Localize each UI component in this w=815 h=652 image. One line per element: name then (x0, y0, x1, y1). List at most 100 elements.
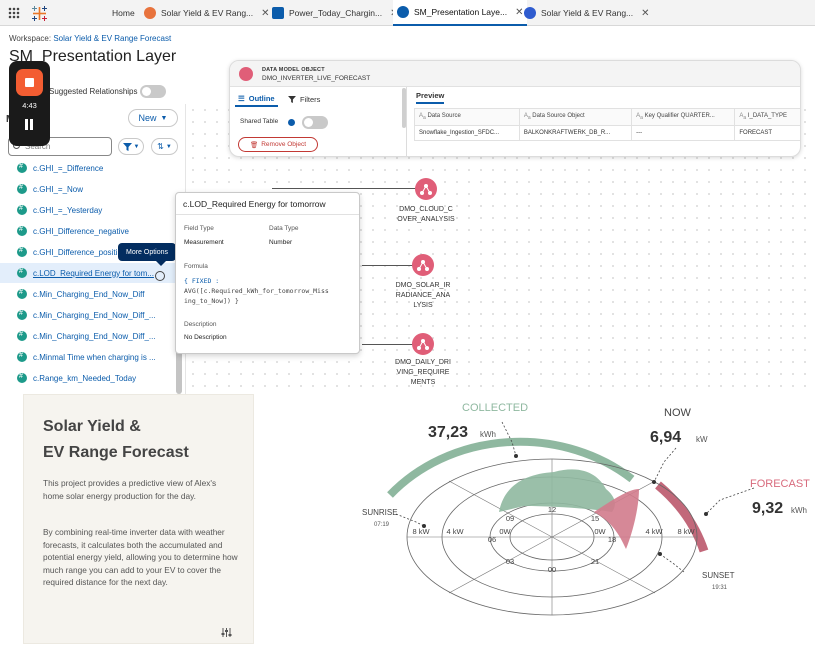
field-item[interactable]: c.Min_Charging_End_Now_Diff_... (0, 326, 176, 346)
tab-solar-yield-1[interactable]: Solar Yield & EV Rang... ✕ (144, 0, 270, 26)
dmo-node-icon[interactable] (412, 333, 434, 355)
trash-icon: 🗑 (249, 141, 259, 149)
pause-icon[interactable] (24, 119, 35, 130)
dmo-node-label[interactable]: DMO_CLOUD_C OVER_ANALYSIS (397, 206, 455, 223)
table-row: Snowflake_Ingestion_SFDC... BALKONKRAFTW… (414, 125, 800, 141)
intro-paragraph: This project provides a predictive view … (43, 478, 217, 501)
ring-label: 8 kW (677, 527, 695, 536)
filter-icon (122, 142, 132, 151)
collected-unit: kWh (480, 430, 496, 439)
preview-table: Aa Data Source Aa Data Source Object Aa … (414, 108, 800, 141)
list-icon: ☰ (238, 93, 245, 103)
tab-power-today[interactable]: Power_Today_Chargin... ✕ (272, 0, 398, 26)
field-item[interactable]: c.Minmal Time when charging is ... (0, 347, 176, 367)
sunrise-time: 07:19 (374, 522, 390, 528)
tab-preview[interactable]: Preview (416, 91, 445, 104)
number-field-icon (17, 310, 27, 320)
number-field-icon (17, 373, 27, 383)
close-icon[interactable]: ✕ (261, 7, 270, 19)
number-field-icon (17, 352, 27, 362)
field-options-gear-icon[interactable] (155, 271, 165, 281)
field-item[interactable]: c.GHI_=_Yesterday (0, 200, 176, 220)
dmo-detail-card: DATA MODEL OBJECT DMO_INVERTER_LIVE_FORE… (229, 60, 801, 157)
description-value: No Description (184, 334, 227, 341)
field-item[interactable]: c.GHI_Difference_positi... (0, 242, 176, 262)
tab-filters[interactable]: Filters (288, 91, 320, 107)
dmo-node-label[interactable]: DMO_DAILY_DRI VING_REQUIRE MENTS (395, 359, 451, 386)
semantic-model-icon (397, 6, 409, 18)
number-field-icon (17, 331, 27, 341)
settings-sliders-icon[interactable] (221, 627, 232, 638)
field-item-selected[interactable]: c.LOD_Required Energy for tom... (0, 263, 176, 283)
suggested-relationships-toggle[interactable] (140, 85, 166, 98)
tab-outline[interactable]: ☰ Outline (235, 91, 278, 107)
field-item[interactable]: c.GHI_=_Now (0, 179, 176, 199)
column-header[interactable]: Aa Key Qualifier QUARTER... (631, 108, 736, 126)
close-icon[interactable]: ✕ (515, 6, 524, 18)
stop-recording-button[interactable] (16, 69, 43, 96)
app-launcher-icon[interactable] (8, 7, 20, 19)
description-label: Description (184, 321, 217, 328)
relationship-line[interactable] (362, 344, 414, 345)
collected-area (499, 469, 615, 512)
sort-button[interactable]: ⇅ ▼ (151, 138, 178, 155)
popover-title: c.LOD_Required Energy for tomorrow (176, 193, 359, 215)
screen-recorder-widget: 4:43 (9, 61, 50, 146)
formula-label: Formula (184, 263, 208, 270)
field-item[interactable]: c.GHI_=_Difference (0, 158, 176, 178)
number-field-icon (17, 163, 27, 173)
field-item[interactable]: c.Min_Charging_End_Now_Diff (0, 284, 176, 304)
field-item[interactable]: c.Min_Charging_End_Now_Diff_... (0, 305, 176, 325)
hour-label: 00 (548, 565, 556, 574)
remove-object-button[interactable]: 🗑 Remove Object (238, 137, 318, 152)
new-button[interactable]: New ▼ (128, 109, 178, 127)
filter-button[interactable]: ▼ (118, 138, 144, 155)
collected-label: COLLECTED (462, 402, 528, 414)
filter-icon (288, 95, 296, 103)
tab-label: SM_Presentation Laye... (414, 7, 508, 17)
dmo-node-icon[interactable] (412, 254, 434, 276)
close-icon[interactable]: ✕ (641, 7, 650, 19)
hour-label: 09 (506, 514, 514, 523)
number-field-icon (17, 268, 27, 278)
solar-radial-chart: 12 15 18 21 00 03 06 09 8 kW 4 kW 0W 0W … (362, 402, 810, 616)
info-icon[interactable] (288, 119, 295, 126)
collected-arc (387, 437, 635, 498)
outline-scrollbar[interactable] (402, 88, 406, 128)
browser-tab-bar: Home Solar Yield & EV Rang... ✕ Power_To… (0, 0, 815, 26)
caret-down-icon: ▼ (133, 143, 140, 150)
tab-sm-presentation[interactable]: SM_Presentation Laye... ✕ (393, 0, 528, 26)
dmo-node-icon[interactable] (415, 178, 437, 200)
caret-down-icon: ▼ (160, 114, 168, 122)
dashboard-title: Solar Yield & EV Range Forecast (43, 418, 189, 461)
field-item[interactable]: c.GHI_Difference_negative (0, 221, 176, 241)
annotation-leaders (395, 421, 755, 573)
shared-table-toggle[interactable] (302, 116, 328, 129)
workspace-link[interactable]: Solar Yield & EV Range Forecast (53, 34, 172, 43)
dmo-name: DMO_INVERTER_LIVE_FORECAST (262, 75, 371, 82)
column-header[interactable]: Aa Data Source (414, 108, 520, 126)
field-item[interactable]: c.Range_km_Needed_Today (0, 368, 176, 388)
number-field-icon (17, 247, 27, 257)
column-header[interactable]: Aa I_DATA_TYPE (734, 108, 800, 126)
dmo-node-label[interactable]: DMO_SOLAR_IR RADIANCE_ANA LYSIS (395, 282, 451, 309)
workspace-breadcrumb: Workspace: Solar Yield & EV Range Foreca… (9, 34, 172, 43)
sunrise-label: SUNRISE (362, 508, 398, 517)
divider (406, 87, 407, 156)
ring-label: 4 kW (645, 527, 663, 536)
tab-home[interactable]: Home (112, 8, 135, 18)
tab-solar-yield-2[interactable]: Solar Yield & EV Rang... ✕ (524, 0, 650, 26)
ring-label: 0W (499, 527, 511, 536)
page-title: SM_Presentation Layer (9, 48, 177, 65)
sort-icon: ⇅ (157, 142, 164, 151)
relationship-line[interactable] (362, 265, 414, 266)
forecast-area (594, 489, 639, 549)
dashboard-section: Solar Yield & EV Range Forecast This pro… (0, 394, 815, 652)
intro-card: Solar Yield & EV Range Forecast This pro… (23, 394, 254, 644)
annotation-dots (422, 454, 708, 556)
column-header[interactable]: Aa Data Source Object (518, 108, 633, 126)
number-field-icon (17, 205, 27, 215)
now-label: NOW (664, 407, 692, 419)
relationship-line[interactable] (272, 188, 417, 189)
dashboard-icon (144, 7, 156, 19)
